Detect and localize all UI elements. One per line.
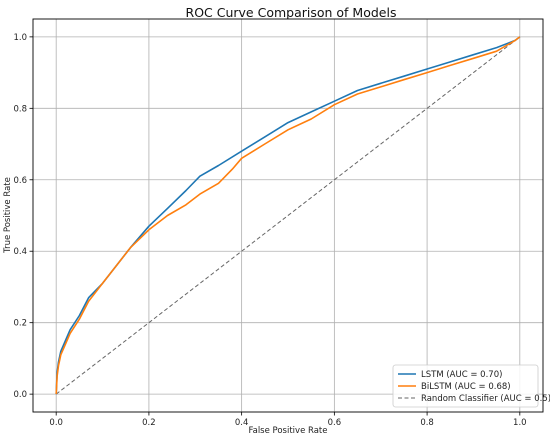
legend-label-2: Random Classifier (AUC = 0.5) xyxy=(421,394,550,404)
grid xyxy=(33,19,543,412)
series-line-1 xyxy=(55,36,521,395)
series-layer xyxy=(55,36,521,395)
y-axis-label: True Positive Rate xyxy=(3,177,13,254)
x-tick-label: 0.0 xyxy=(49,418,63,428)
plot-border xyxy=(32,18,544,413)
x-tick-label: 0.2 xyxy=(142,418,156,428)
y-tick-label: 0.2 xyxy=(13,319,27,329)
legend-box xyxy=(392,364,539,408)
series-line-2 xyxy=(55,36,521,395)
x-tick-label: 0.6 xyxy=(328,418,342,428)
y-tick-label: 0.6 xyxy=(13,176,27,186)
y-tick-label: 1.0 xyxy=(13,33,27,43)
chart-title: ROC Curve Comparison of Models xyxy=(186,5,397,20)
x-axis-label: False Positive Rate xyxy=(249,426,328,436)
series-line-0 xyxy=(55,36,521,395)
ticks: 0.0 0.2 0.4 0.6 0.8 1.0 0.0 0.2 0.4 0.6 0.8 1.0 xyxy=(13,33,526,428)
legend-label-0: LSTM (AUC = 0.70) xyxy=(421,370,502,380)
legend-label-1: BiLSTM (AUC = 0.68) xyxy=(421,382,511,392)
y-tick-label: 0.0 xyxy=(13,390,27,400)
x-tick-label: 0.4 xyxy=(235,418,249,428)
y-tick-label: 0.8 xyxy=(13,104,27,114)
y-tick-label: 0.4 xyxy=(13,247,27,257)
legend: LSTM (AUC = 0.70) BiLSTM (AUC = 0.68) Rand… xyxy=(392,364,550,408)
x-tick-label: 0.8 xyxy=(420,418,434,428)
x-tick-label: 1.0 xyxy=(513,418,527,428)
